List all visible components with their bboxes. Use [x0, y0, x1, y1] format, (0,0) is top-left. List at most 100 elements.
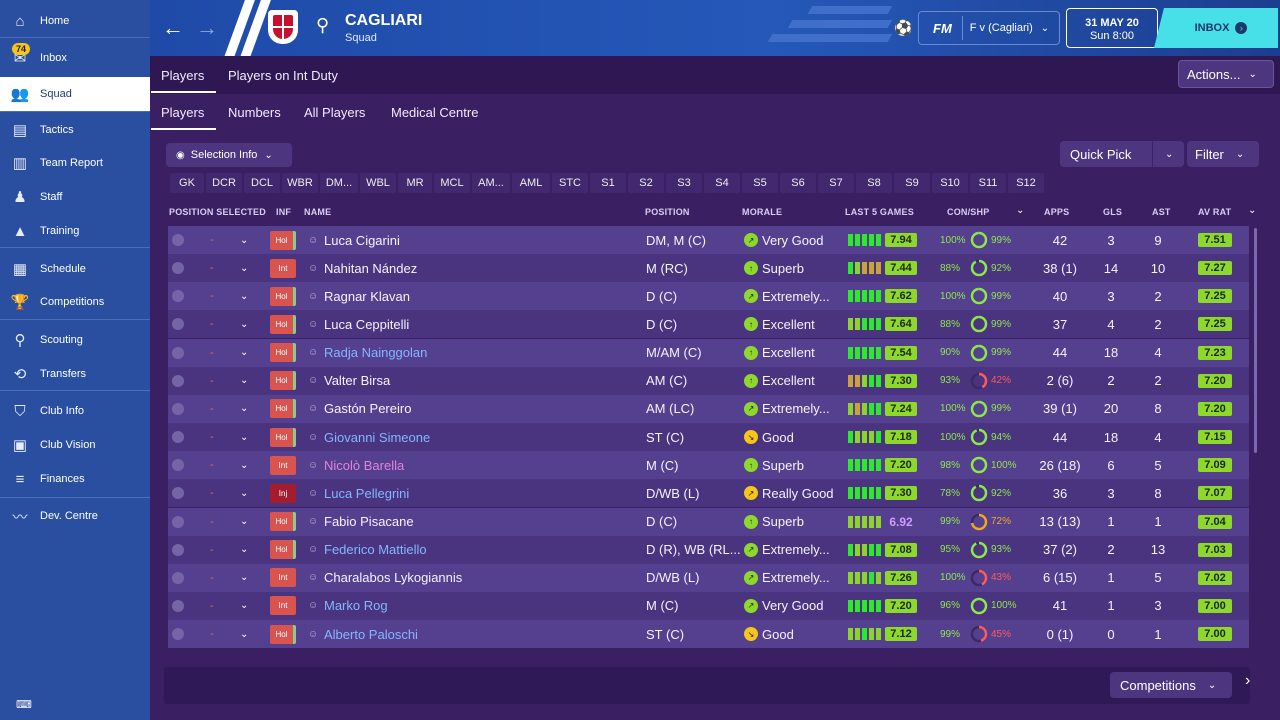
table-row[interactable]: - ⌄ Hol ☺ Valter Birsa AM (C) ↑ Excellent 7.30 93… — [168, 366, 1249, 395]
search-icon[interactable]: ⚲ — [316, 15, 330, 35]
sidebar-item-scouting[interactable]: ⚲ Scouting — [0, 327, 150, 353]
table-row[interactable]: - ⌄ Inj ☺ Luca Pellegrini D/WB (L) ↗ Really Goo… — [168, 479, 1249, 508]
inf-badge[interactable]: Hol — [270, 395, 296, 423]
player-name[interactable]: Giovanni Simeone — [324, 429, 431, 445]
table-row[interactable]: - ⌄ Hol ☺ Gastón Pereiro AM (LC) ↗ Extremely...… — [168, 394, 1249, 423]
chevron-down-icon[interactable]: ⌄ — [240, 459, 249, 471]
selection-info-button[interactable]: ◉ Selection Info ⌄ — [166, 143, 292, 167]
col-avrat[interactable]: AV RAT — [1198, 207, 1232, 217]
position-filter-gk[interactable]: GK — [170, 173, 204, 193]
select-checkbox[interactable] — [172, 339, 186, 367]
match-select[interactable]: F v (Cagliari) — [969, 22, 1033, 34]
select-checkbox[interactable] — [172, 564, 186, 592]
player-name[interactable]: Marko Rog — [324, 598, 388, 614]
sidebar-item-home[interactable]: ⌂ Home — [0, 8, 150, 34]
tab-players-int-duty[interactable]: Players on Int Duty — [228, 68, 338, 83]
player-name[interactable]: Valter Birsa — [324, 373, 391, 389]
tab-players[interactable]: Players — [150, 68, 217, 93]
select-checkbox[interactable] — [172, 536, 186, 564]
chevron-down-icon[interactable]: ⌄ — [240, 347, 249, 359]
keyboard-icon[interactable]: ⌨ — [16, 699, 32, 711]
col-position-selected[interactable]: POSITION SELECTED — [169, 207, 266, 217]
inbox-continue-button[interactable]: INBOX › — [1154, 8, 1278, 48]
player-name[interactable]: Federico Mattiello — [324, 542, 427, 558]
position-filter-s5[interactable]: S5 — [742, 173, 778, 193]
actions-button[interactable]: Actions... ⌄ — [1178, 60, 1274, 88]
inf-badge[interactable]: Hol — [270, 367, 296, 395]
subtab-numbers[interactable]: Numbers — [228, 105, 281, 120]
chevron-down-icon[interactable]: ⌄ — [240, 572, 249, 584]
chevron-down-icon[interactable]: ⌄ — [240, 262, 249, 274]
player-name[interactable]: Ragnar Klavan — [324, 288, 410, 304]
sidebar-item-finances[interactable]: ≡ Finances — [0, 466, 150, 492]
position-filter-aml[interactable]: AML — [512, 173, 550, 193]
table-row[interactable]: - ⌄ Int ☺ Nahitan Nández M (RC) ↑ Superb 7.44 88%… — [168, 254, 1249, 283]
inf-badge[interactable]: Int — [270, 564, 296, 592]
col-conshp[interactable]: CON/SHP — [947, 207, 990, 217]
col-ast[interactable]: AST — [1152, 207, 1171, 217]
sidebar-item-dev-centre[interactable]: 〰 Dev. Centre — [0, 503, 150, 529]
inf-badge[interactable]: Hol — [270, 282, 296, 310]
chevron-right-icon[interactable]: › — [1245, 672, 1251, 689]
position-filter-s1[interactable]: S1 — [590, 173, 626, 193]
position-filter-s4[interactable]: S4 — [704, 173, 740, 193]
inf-badge[interactable]: Int — [270, 254, 296, 282]
inf-badge[interactable]: Hol — [270, 310, 296, 338]
sidebar-item-club-vision[interactable]: ▣ Club Vision — [0, 432, 150, 458]
position-filter-am[interactable]: AM... — [472, 173, 510, 193]
position-filter-s12[interactable]: S12 — [1008, 173, 1044, 193]
chevron-down-icon[interactable]: ⌄ — [1016, 205, 1025, 216]
player-name[interactable]: Radja Nainggolan — [324, 345, 428, 361]
sidebar-item-transfers[interactable]: ⟲ Transfers — [0, 361, 150, 387]
position-filter-wbr[interactable]: WBR — [282, 173, 318, 193]
player-name[interactable]: Gastón Pereiro — [324, 401, 412, 417]
position-filter-s9[interactable]: S9 — [894, 173, 930, 193]
position-filter-s3[interactable]: S3 — [666, 173, 702, 193]
chevron-down-icon[interactable]: ⌄ — [1040, 22, 1050, 34]
table-row[interactable]: - ⌄ Int ☺ Charalabos Lykogiannis D/WB (L) ↗ Ext… — [168, 563, 1249, 592]
chevron-down-icon[interactable]: ⌄ — [240, 375, 249, 387]
chevron-down-icon[interactable]: ⌄ — [240, 290, 249, 302]
chevron-down-icon[interactable]: ⌄ — [240, 628, 249, 640]
player-name[interactable]: Alberto Paloschi — [324, 626, 418, 642]
select-checkbox[interactable] — [172, 423, 186, 451]
position-filter-s2[interactable]: S2 — [628, 173, 664, 193]
select-checkbox[interactable] — [172, 310, 186, 338]
filter-button[interactable]: Filter ⌄ — [1187, 141, 1259, 167]
subtab-medical-centre[interactable]: Medical Centre — [391, 105, 479, 120]
inf-badge[interactable]: Hol — [270, 508, 296, 536]
table-row[interactable]: - ⌄ Hol ☺ Federico Mattiello D (R), WB (RL...… — [168, 535, 1249, 564]
chevron-down-icon[interactable]: ⌄ — [1165, 148, 1174, 160]
sidebar-item-competitions[interactable]: 🏆 Competitions — [0, 289, 150, 315]
inf-badge[interactable]: Hol — [270, 423, 296, 451]
table-row[interactable]: - ⌄ Hol ☺ Giovanni Simeone ST (C) ↘ Good 7.18 100… — [168, 423, 1249, 452]
player-name[interactable]: Nicolò Barella — [324, 457, 405, 473]
col-morale[interactable]: MORALE — [742, 207, 783, 217]
subtab-players[interactable]: Players — [150, 105, 217, 130]
chevron-down-icon[interactable]: ⌄ — [240, 600, 249, 612]
back-arrow-icon[interactable]: ← — [162, 15, 184, 40]
select-checkbox[interactable] — [172, 226, 186, 254]
position-filter-dcr[interactable]: DCR — [206, 173, 242, 193]
chevron-down-icon[interactable]: ⌄ — [1248, 205, 1257, 216]
fm-selector[interactable]: FM F v (Cagliari) ⌄ — [918, 11, 1060, 45]
player-name[interactable]: Fabio Pisacane — [324, 514, 414, 529]
date-box[interactable]: 31 MAY 20 Sun 8:00 — [1066, 8, 1158, 48]
player-name[interactable]: Charalabos Lykogiannis — [324, 570, 463, 586]
table-row[interactable]: - ⌄ Hol ☺ Radja Nainggolan M/AM (C) ↑ Excellent… — [168, 338, 1249, 367]
sidebar-item-squad[interactable]: 👥 Squad — [0, 77, 150, 111]
subtab-all-players[interactable]: All Players — [304, 105, 366, 120]
table-row[interactable]: - ⌄ Int ☺ Nicolò Barella M (C) ↑ Superb 7.20 98% 1… — [168, 451, 1249, 480]
chevron-down-icon[interactable]: ⌄ — [240, 516, 249, 527]
soccer-ball-icon[interactable]: ⚽ — [894, 20, 913, 37]
select-checkbox[interactable] — [172, 620, 186, 648]
select-checkbox[interactable] — [172, 592, 186, 620]
position-filter-s10[interactable]: S10 — [932, 173, 968, 193]
position-filter-mr[interactable]: MR — [398, 173, 432, 193]
chevron-down-icon[interactable]: ⌄ — [240, 487, 249, 499]
inf-badge[interactable]: Int — [270, 592, 296, 620]
position-filter-mcl[interactable]: MCL — [434, 173, 470, 193]
position-filter-s11[interactable]: S11 — [970, 173, 1006, 193]
inf-badge[interactable]: Hol — [270, 226, 296, 254]
position-filter-s7[interactable]: S7 — [818, 173, 854, 193]
